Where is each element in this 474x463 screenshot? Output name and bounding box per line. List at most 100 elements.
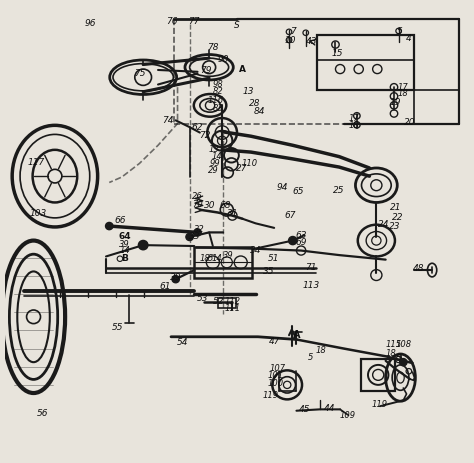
Text: 98: 98 [213,80,224,88]
Text: 5: 5 [396,354,401,363]
Text: 62: 62 [192,123,203,131]
Text: 27: 27 [236,164,247,173]
Text: 96: 96 [85,19,96,28]
Text: 116: 116 [207,96,223,105]
Text: 82: 82 [213,87,224,96]
Text: 23: 23 [389,222,401,232]
Text: 32: 32 [193,225,204,234]
Text: 14: 14 [211,254,222,263]
Text: 71: 71 [306,263,317,272]
Text: 72: 72 [199,131,210,140]
Text: 18: 18 [386,349,397,357]
Text: 48: 48 [412,264,424,273]
Text: A: A [239,64,246,74]
Text: 28: 28 [249,99,260,108]
Text: 94: 94 [277,182,288,192]
Text: 103: 103 [29,209,47,218]
Text: 33: 33 [190,232,201,241]
Text: 110: 110 [242,159,258,168]
Text: 69: 69 [295,238,307,247]
Text: 5: 5 [308,353,313,362]
Text: 79: 79 [201,66,212,75]
Circle shape [172,275,179,283]
Text: 101: 101 [268,371,284,380]
Bar [219,298,236,308]
Text: 39: 39 [170,273,182,282]
Text: 7: 7 [290,27,296,37]
Text: 47: 47 [268,337,280,346]
Text: 107: 107 [270,364,286,373]
Text: 99: 99 [210,159,220,168]
Text: S: S [234,20,240,30]
Text: 67: 67 [285,211,296,220]
Text: 111: 111 [224,304,240,313]
Text: 119: 119 [263,391,279,400]
Text: 31: 31 [227,209,238,218]
Text: 13: 13 [243,87,255,96]
Circle shape [194,229,201,236]
Text: 64: 64 [118,232,131,241]
Text: 66: 66 [114,216,126,225]
Text: 45: 45 [299,405,310,414]
Text: 74: 74 [163,116,174,125]
Text: 21: 21 [390,203,401,213]
Text: 90: 90 [217,56,229,64]
Text: 100: 100 [268,379,284,388]
Text: 52: 52 [213,297,224,307]
Text: 39: 39 [119,240,130,249]
Text: 5: 5 [208,254,214,263]
Text: 76: 76 [166,18,178,26]
Text: 34: 34 [250,246,261,255]
Text: 108: 108 [395,339,411,349]
Text: 29: 29 [208,166,218,175]
Text: 68: 68 [219,200,231,210]
Circle shape [400,358,407,366]
Text: 15: 15 [331,49,343,58]
Text: 112: 112 [224,297,240,307]
Text: 77: 77 [189,18,200,26]
Text: 56: 56 [37,409,48,419]
Text: 63: 63 [295,231,307,240]
Text: 61: 61 [159,282,171,291]
Text: 18: 18 [200,254,211,263]
Text: 53: 53 [196,294,208,303]
Text: 70: 70 [192,200,203,209]
Bar [317,35,414,90]
Text: 14: 14 [119,246,130,255]
Text: B: B [121,254,128,263]
Text: 17: 17 [349,114,359,124]
Text: 84: 84 [254,107,265,116]
Circle shape [289,237,297,244]
Bar [362,358,395,391]
Text: 20: 20 [404,118,416,127]
Text: 119: 119 [372,400,388,409]
Text: 24: 24 [378,220,389,229]
Text: 51: 51 [267,254,279,263]
Text: 43: 43 [306,38,317,46]
Text: 65: 65 [292,187,304,196]
Text: 18: 18 [349,121,359,130]
Text: 115: 115 [386,339,402,349]
Circle shape [138,241,148,250]
Text: 17: 17 [398,83,409,92]
Text: 54: 54 [176,338,188,347]
Text: 113: 113 [303,282,320,290]
Text: 30: 30 [204,200,216,210]
Text: 25: 25 [333,186,344,195]
Text: 13: 13 [209,145,219,154]
Text: 26: 26 [192,192,203,200]
Text: 117: 117 [27,158,45,167]
Text: 14: 14 [212,152,222,161]
Text: A: A [293,330,300,340]
Circle shape [186,233,193,241]
Text: 18: 18 [398,89,409,98]
Text: 5: 5 [397,27,402,37]
Text: 4: 4 [406,34,412,43]
Text: 10: 10 [285,37,296,45]
Circle shape [106,222,113,230]
Text: 78: 78 [207,43,219,52]
Text: 109: 109 [339,411,356,420]
Text: 18: 18 [315,346,326,355]
Text: 55: 55 [111,323,123,332]
Text: 83: 83 [213,105,224,113]
